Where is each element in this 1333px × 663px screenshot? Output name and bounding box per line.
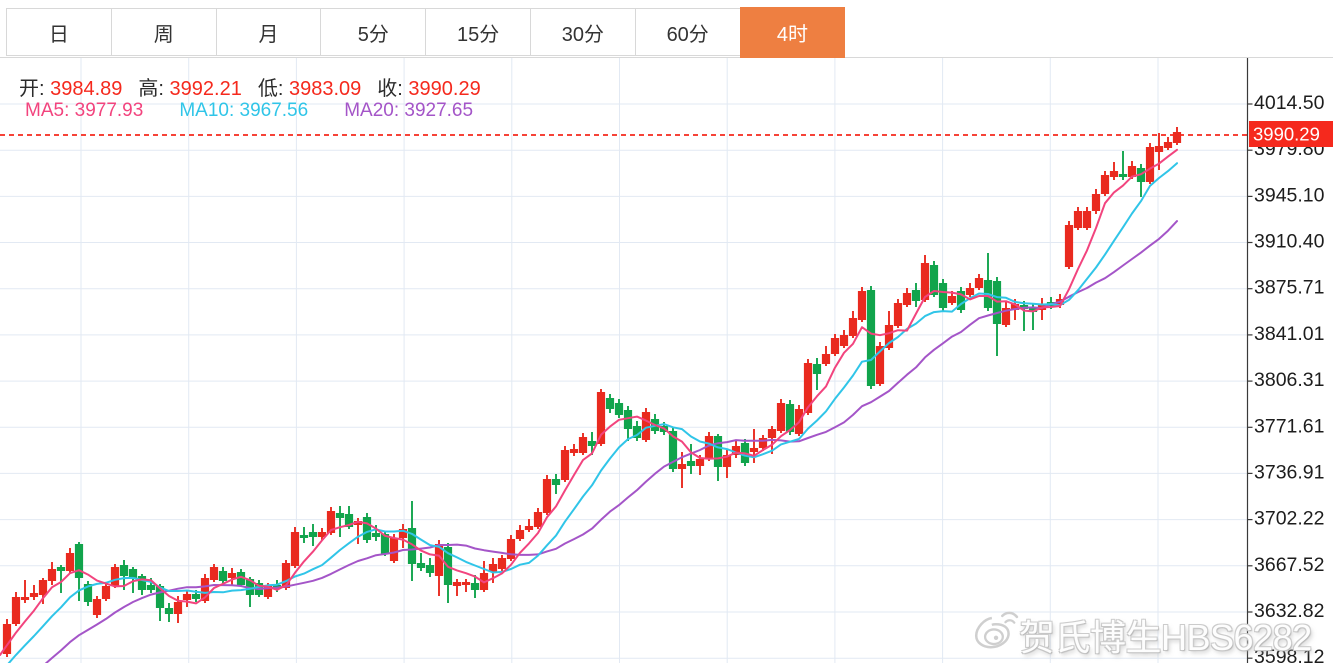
svg-text:3702.22: 3702.22: [1254, 508, 1325, 530]
svg-text:3771.61: 3771.61: [1254, 415, 1325, 437]
svg-text:3990.29: 3990.29: [1253, 124, 1320, 145]
svg-text:3632.82: 3632.82: [1254, 600, 1325, 622]
svg-text:3598.12: 3598.12: [1254, 646, 1325, 663]
svg-text:3945.10: 3945.10: [1254, 184, 1325, 206]
svg-text:3910.40: 3910.40: [1254, 231, 1325, 253]
svg-text:3806.31: 3806.31: [1254, 369, 1325, 391]
svg-text:3875.71: 3875.71: [1254, 277, 1325, 299]
svg-text:3667.52: 3667.52: [1254, 554, 1325, 576]
svg-text:3736.91: 3736.91: [1254, 461, 1325, 483]
svg-text:4014.50: 4014.50: [1254, 92, 1325, 114]
svg-text:3841.01: 3841.01: [1254, 323, 1325, 345]
